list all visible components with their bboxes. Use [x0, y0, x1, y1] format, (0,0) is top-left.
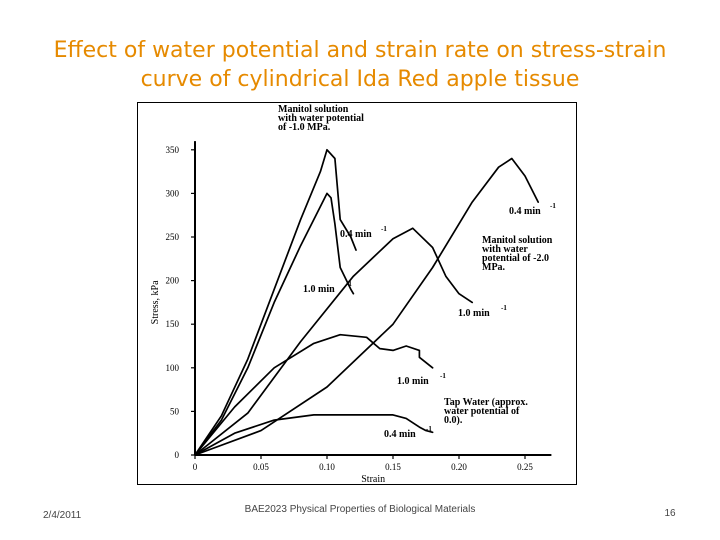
stress-strain-figure: 0 50 100 150 200 250 300 350 0 0.05 0.10 0.15 0.20 0.… — [137, 102, 577, 485]
annotation-manitol-2-line3: potential of -2.0 — [482, 253, 549, 264]
x-tick-label: 0.25 — [517, 462, 533, 472]
series-line-1 — [194, 148, 357, 456]
y-axis-label: Stress, kPa — [150, 280, 161, 324]
annotation-rate-0.4-b-exp: -1 — [550, 202, 556, 210]
series-line-5 — [194, 333, 434, 456]
page-number: 16 — [664, 508, 676, 519]
y-tick-label: 0 — [175, 450, 180, 460]
x-tick-label: 0.10 — [319, 462, 335, 472]
annotation-rate-1.0-b: 1.0 min — [458, 308, 490, 319]
annotation-manitol-1-line1: Manitol solution — [278, 104, 349, 115]
annotation-manitol-1-line3: of -1.0 MPa. — [278, 122, 331, 133]
footer-course: BAE2023 Physical Properties of Biologica… — [244, 504, 476, 515]
annotation-rate-0.4-c: 0.4 min — [384, 429, 416, 440]
series-line-6 — [194, 414, 434, 456]
y-tick-label: 100 — [166, 363, 180, 373]
x-tick-label: 0.05 — [253, 462, 269, 472]
annotation-tapwater-line3: 0.0). — [444, 415, 463, 426]
y-tick-label: 300 — [166, 188, 180, 198]
y-tick-label: 350 — [166, 145, 180, 155]
annotation-rate-0.4-c-exp: -1 — [426, 425, 432, 433]
series-line-4 — [194, 227, 474, 456]
annotation-rate-1.0-c: 1.0 min — [397, 376, 429, 387]
stress-strain-chart: 0 50 100 150 200 250 300 350 0 0.05 0.10 0.15 0.20 0.… — [150, 104, 556, 484]
annotation-tapwater-line1: Tap Water (approx. — [444, 397, 528, 408]
annotation-manitol-2-line2: with water — [482, 244, 528, 255]
annotation-rate-0.4-a-exp: -1 — [381, 225, 387, 233]
annotation-rate-0.4-a: 0.4 min — [340, 229, 372, 240]
annotation-rate-1.0-a-exp: -1 — [346, 280, 352, 288]
x-axis-label: Strain — [361, 474, 385, 484]
annotation-tapwater-line2: water potential of — [444, 406, 520, 417]
annotation-manitol-2-line4: MPa. — [482, 262, 506, 273]
x-tick-label: 0.20 — [451, 462, 467, 472]
annotation-rate-0.4-b: 0.4 min — [509, 206, 541, 217]
x-tick-label: 0.15 — [385, 462, 401, 472]
slide-title: Effect of water potential and strain rat… — [53, 38, 667, 93]
y-tick-label: 150 — [166, 319, 180, 329]
x-tick-label: 0 — [193, 462, 198, 472]
y-tick-label: 200 — [166, 276, 180, 286]
footer-date: 2/4/2011 — [43, 510, 82, 521]
annotation-manitol-2-line1: Manitol solution — [482, 235, 553, 246]
annotation-rate-1.0-c-exp: -1 — [440, 372, 446, 380]
y-tick-label: 250 — [166, 232, 180, 242]
series-line-2 — [194, 192, 355, 456]
annotation-rate-1.0-b-exp: -1 — [501, 304, 507, 312]
y-tick-label: 50 — [170, 406, 180, 416]
series-line-3 — [194, 157, 540, 456]
annotation-manitol-1-line2: with water potential — [278, 113, 364, 124]
annotation-rate-1.0-a: 1.0 min — [303, 284, 335, 295]
